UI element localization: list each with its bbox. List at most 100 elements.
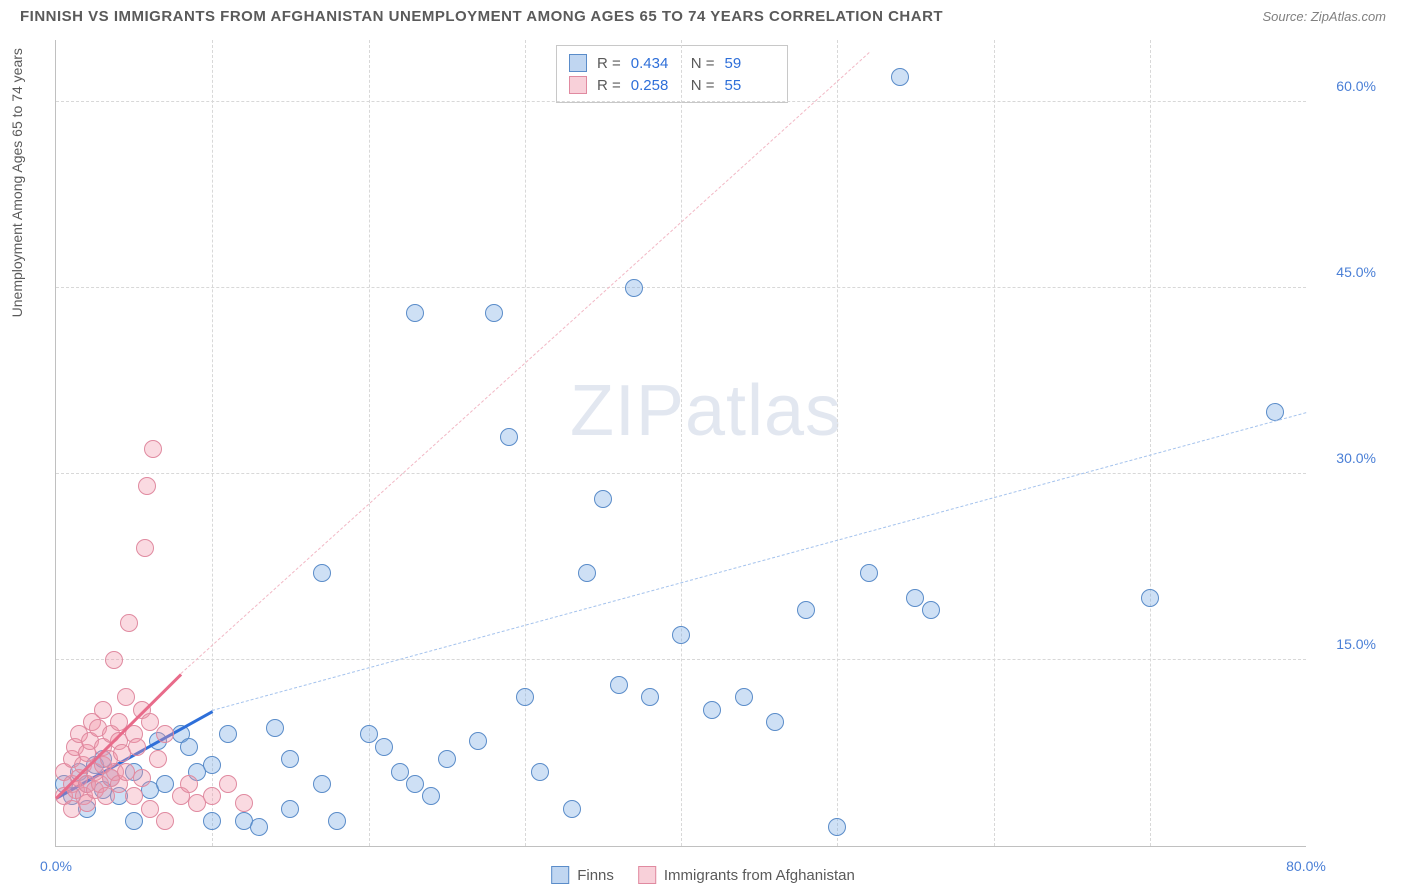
data-point [156, 812, 174, 830]
header: FINNISH VS IMMIGRANTS FROM AFGHANISTAN U… [0, 0, 1406, 29]
data-point [891, 68, 909, 86]
y-tick-label: 60.0% [1336, 78, 1376, 94]
stats-row-afghan: R = 0.258 N = 55 [569, 74, 775, 96]
data-point [136, 539, 154, 557]
data-point [281, 800, 299, 818]
legend-swatch-blue-icon [551, 866, 569, 884]
swatch-pink-icon [569, 76, 587, 94]
data-point [766, 713, 784, 731]
x-tick-label: 0.0% [40, 858, 72, 874]
legend-item-finns: Finns [551, 866, 614, 884]
data-point [117, 688, 135, 706]
data-point [906, 589, 924, 607]
legend-item-afghan: Immigrants from Afghanistan [638, 866, 855, 884]
data-point [250, 818, 268, 836]
watermark-zip: ZIP [570, 371, 685, 451]
gridline-v [994, 40, 995, 846]
gridline-v [525, 40, 526, 846]
y-tick-label: 15.0% [1336, 636, 1376, 652]
data-point [531, 763, 549, 781]
data-point [703, 701, 721, 719]
data-point [313, 564, 331, 582]
data-point [125, 787, 143, 805]
data-point [266, 719, 284, 737]
bottom-legend: Finns Immigrants from Afghanistan [551, 866, 855, 884]
data-point [149, 750, 167, 768]
gridline-v [681, 40, 682, 846]
data-point [313, 775, 331, 793]
data-point [485, 304, 503, 322]
data-point [235, 794, 253, 812]
watermark: ZIPatlas [570, 370, 842, 452]
stat-r-label-2: R = [597, 77, 621, 94]
y-tick-label: 45.0% [1336, 264, 1376, 280]
x-tick-label: 80.0% [1286, 858, 1326, 874]
data-point [180, 738, 198, 756]
data-point [516, 688, 534, 706]
data-point [120, 614, 138, 632]
data-point [156, 725, 174, 743]
data-point [625, 279, 643, 297]
chart-title: FINNISH VS IMMIGRANTS FROM AFGHANISTAN U… [20, 8, 943, 25]
data-point [500, 428, 518, 446]
data-point [469, 732, 487, 750]
legend-label-afghan: Immigrants from Afghanistan [664, 867, 855, 884]
gridline-v [212, 40, 213, 846]
data-point [141, 800, 159, 818]
stat-n-finns: 59 [725, 55, 775, 72]
data-point [610, 676, 628, 694]
data-point [735, 688, 753, 706]
source-attribution: Source: ZipAtlas.com [1262, 9, 1386, 24]
data-point [281, 750, 299, 768]
stat-r-label: R = [597, 55, 621, 72]
swatch-blue-icon [569, 54, 587, 72]
y-tick-label: 30.0% [1336, 450, 1376, 466]
data-point [138, 477, 156, 495]
stats-box: R = 0.434 N = 59 R = 0.258 N = 55 [556, 45, 788, 103]
data-point [105, 651, 123, 669]
data-point [141, 713, 159, 731]
data-point [922, 601, 940, 619]
data-point [406, 775, 424, 793]
data-point [203, 812, 221, 830]
stats-row-finns: R = 0.434 N = 59 [569, 52, 775, 74]
data-point [438, 750, 456, 768]
chart-container: Unemployment Among Ages 65 to 74 years Z… [55, 40, 1306, 847]
stat-n-afghan: 55 [725, 77, 775, 94]
stat-r-finns: 0.434 [631, 55, 681, 72]
data-point [156, 775, 174, 793]
data-point [180, 775, 198, 793]
data-point [672, 626, 690, 644]
legend-swatch-pink-icon [638, 866, 656, 884]
data-point [578, 564, 596, 582]
stat-n-label: N = [691, 55, 715, 72]
data-point [219, 775, 237, 793]
plot-area: ZIPatlas R = 0.434 N = 59 R = 0.258 N = … [55, 40, 1306, 847]
data-point [144, 440, 162, 458]
gridline-v [837, 40, 838, 846]
data-point [328, 812, 346, 830]
data-point [797, 601, 815, 619]
watermark-atlas: atlas [685, 371, 842, 451]
data-point [860, 564, 878, 582]
data-point [128, 738, 146, 756]
gridline-v [1150, 40, 1151, 846]
data-point [125, 812, 143, 830]
data-point [219, 725, 237, 743]
data-point [1141, 589, 1159, 607]
y-axis-title: Unemployment Among Ages 65 to 74 years [9, 48, 25, 317]
data-point [203, 787, 221, 805]
data-point [360, 725, 378, 743]
data-point [594, 490, 612, 508]
data-point [422, 787, 440, 805]
data-point [133, 769, 151, 787]
trend-line [212, 412, 1307, 711]
data-point [641, 688, 659, 706]
data-point [828, 818, 846, 836]
data-point [94, 701, 112, 719]
data-point [203, 756, 221, 774]
stat-r-afghan: 0.258 [631, 77, 681, 94]
data-point [406, 304, 424, 322]
legend-label-finns: Finns [577, 867, 614, 884]
data-point [375, 738, 393, 756]
